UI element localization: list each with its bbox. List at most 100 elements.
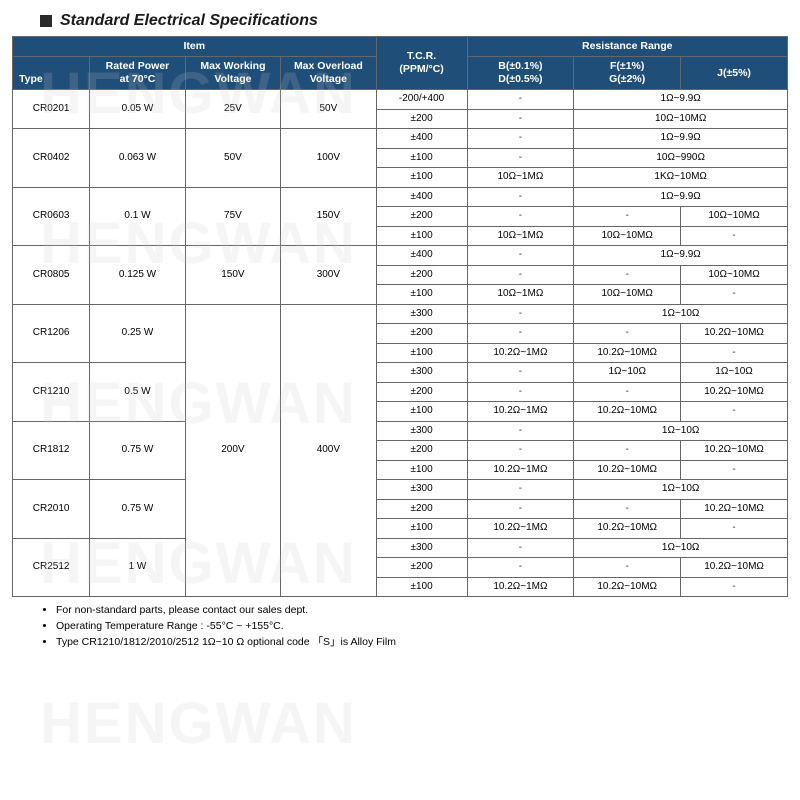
bd-cell: 10.2Ω~1MΩ	[467, 402, 574, 422]
tcr-cell: ±100	[376, 168, 467, 188]
type-cell: CR0201	[13, 90, 90, 129]
mov-cell: 50V	[281, 90, 376, 129]
power-cell: 0.5 W	[90, 363, 185, 422]
tcr-cell: ±200	[376, 558, 467, 578]
fgj-cell: 10Ω~10MΩ	[574, 109, 788, 129]
power-cell: 0.1 W	[90, 187, 185, 246]
mwv-cell: 25V	[185, 90, 280, 129]
j-cell: 10Ω~10MΩ	[681, 265, 788, 285]
spec-table: ItemT.C.R.(PPM/°C)Resistance RangeTypeRa…	[12, 36, 788, 597]
j-cell: -	[681, 577, 788, 597]
fg-cell: 10.2Ω~10MΩ	[574, 460, 681, 480]
power-cell: 1 W	[90, 538, 185, 597]
j-cell: 10.2Ω~10MΩ	[681, 441, 788, 461]
bd-cell: -	[467, 90, 574, 110]
tcr-cell: ±100	[376, 577, 467, 597]
tcr-cell: ±300	[376, 480, 467, 500]
tcr-cell: ±200	[376, 109, 467, 129]
fgj-cell: 1Ω~10Ω	[574, 421, 788, 441]
mwv-cell: 50V	[185, 129, 280, 188]
j-cell: -	[681, 226, 788, 246]
j-cell: -	[681, 519, 788, 539]
bd-cell: -	[467, 129, 574, 149]
tcr-cell: ±200	[376, 441, 467, 461]
fg-cell: 10.2Ω~10MΩ	[574, 577, 681, 597]
title-bullet-icon	[40, 15, 52, 27]
footnote-item: For non-standard parts, please contact o…	[56, 603, 788, 619]
bd-cell: -	[467, 304, 574, 324]
fg-cell: 1Ω~10Ω	[574, 363, 681, 383]
tcr-cell: -200/+400	[376, 90, 467, 110]
bd-cell: 10Ω~1MΩ	[467, 168, 574, 188]
table-row: CR06030.1 W75V150V±400-1Ω~9.9Ω	[13, 187, 788, 207]
bd-cell: -	[467, 480, 574, 500]
table-header: T.C.R.(PPM/°C)	[376, 37, 467, 90]
type-cell: CR2010	[13, 480, 90, 539]
j-cell: -	[681, 460, 788, 480]
table-header: B(±0.1%)D(±0.5%)	[467, 57, 574, 90]
tcr-cell: ±100	[376, 402, 467, 422]
fgj-cell: 1Ω~9.9Ω	[574, 129, 788, 149]
type-cell: CR1210	[13, 363, 90, 422]
bd-cell: -	[467, 207, 574, 227]
table-header: Max WorkingVoltage	[185, 57, 280, 90]
tcr-cell: ±300	[376, 363, 467, 383]
table-header: Rated Powerat 70°C	[90, 57, 185, 90]
bd-cell: -	[467, 441, 574, 461]
section-title: Standard Electrical Specifications	[60, 12, 318, 30]
table-header: Type	[13, 57, 90, 90]
j-cell: -	[681, 402, 788, 422]
bd-cell: -	[467, 421, 574, 441]
type-cell: CR1206	[13, 304, 90, 363]
tcr-cell: ±200	[376, 324, 467, 344]
tcr-cell: ±300	[376, 421, 467, 441]
mov-cell: 400V	[281, 304, 376, 597]
fg-cell: 10Ω~10MΩ	[574, 285, 681, 305]
type-cell: CR2512	[13, 538, 90, 597]
fgj-cell: 1KΩ~10MΩ	[574, 168, 788, 188]
fgj-cell: 1Ω~10Ω	[574, 538, 788, 558]
fg-cell: 10.2Ω~10MΩ	[574, 402, 681, 422]
tcr-cell: ±100	[376, 285, 467, 305]
tcr-cell: ±200	[376, 207, 467, 227]
bd-cell: 10.2Ω~1MΩ	[467, 519, 574, 539]
bd-cell: -	[467, 265, 574, 285]
type-cell: CR0805	[13, 246, 90, 305]
fg-cell: -	[574, 382, 681, 402]
type-cell: CR1812	[13, 421, 90, 480]
watermark: HENGWAN	[40, 690, 357, 757]
power-cell: 0.063 W	[90, 129, 185, 188]
j-cell: 10.2Ω~10MΩ	[681, 499, 788, 519]
section-title-row: Standard Electrical Specifications	[12, 12, 788, 30]
fg-cell: -	[574, 207, 681, 227]
table-row: CR12100.5 W±300-1Ω~10Ω1Ω~10Ω	[13, 363, 788, 383]
mov-cell: 150V	[281, 187, 376, 246]
j-cell: 10.2Ω~10MΩ	[681, 558, 788, 578]
bd-cell: 10.2Ω~1MΩ	[467, 343, 574, 363]
power-cell: 0.05 W	[90, 90, 185, 129]
fg-cell: -	[574, 324, 681, 344]
bd-cell: -	[467, 109, 574, 129]
power-cell: 0.25 W	[90, 304, 185, 363]
tcr-cell: ±400	[376, 246, 467, 266]
fgj-cell: 1Ω~10Ω	[574, 480, 788, 500]
table-header: J(±5%)	[681, 57, 788, 90]
tcr-cell: ±300	[376, 304, 467, 324]
bd-cell: -	[467, 499, 574, 519]
tcr-cell: ±200	[376, 382, 467, 402]
bd-cell: 10Ω~1MΩ	[467, 285, 574, 305]
tcr-cell: ±200	[376, 499, 467, 519]
bd-cell: 10.2Ω~1MΩ	[467, 577, 574, 597]
tcr-cell: ±300	[376, 538, 467, 558]
fgj-cell: 1Ω~9.9Ω	[574, 187, 788, 207]
bd-cell: 10Ω~1MΩ	[467, 226, 574, 246]
tcr-cell: ±100	[376, 148, 467, 168]
tcr-cell: ±400	[376, 187, 467, 207]
fgj-cell: 1Ω~10Ω	[574, 304, 788, 324]
bd-cell: -	[467, 558, 574, 578]
footnote-item: Operating Temperature Range : -55°C ~ +1…	[56, 619, 788, 635]
bd-cell: -	[467, 538, 574, 558]
tcr-cell: ±100	[376, 226, 467, 246]
footnote-item: Type CR1210/1812/2010/2512 1Ω~10 Ω optio…	[56, 635, 788, 651]
bd-cell: -	[467, 382, 574, 402]
